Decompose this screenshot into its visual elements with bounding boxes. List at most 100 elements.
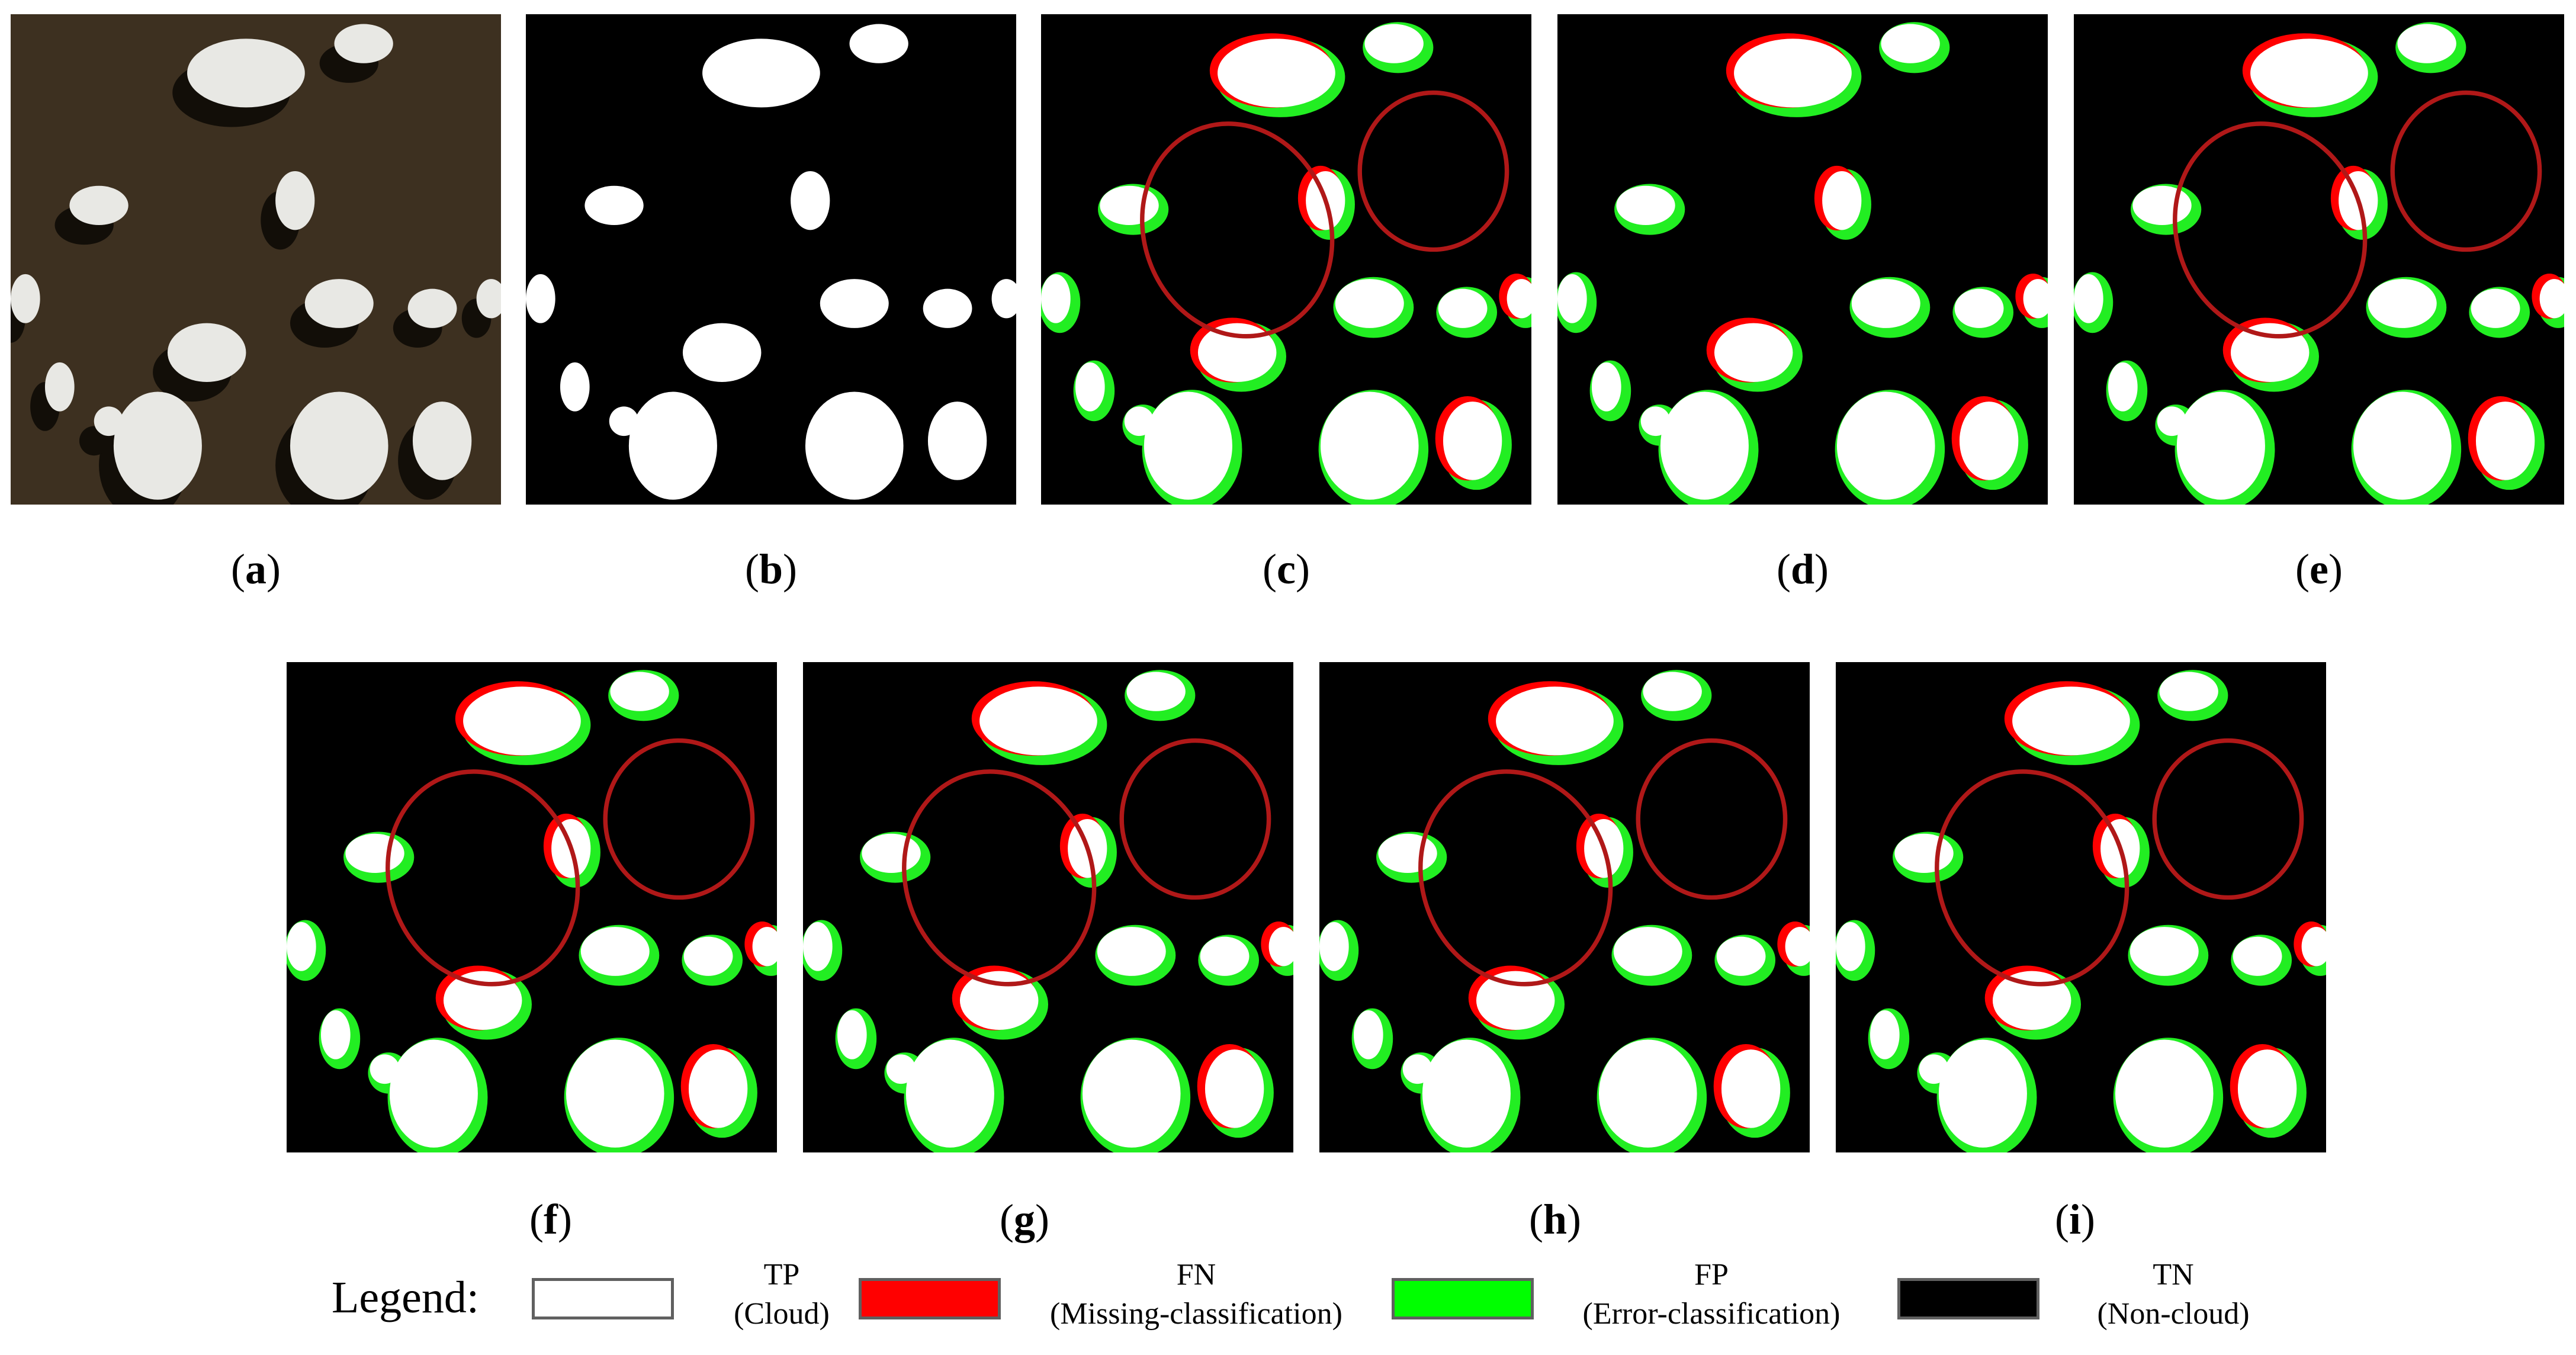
cloud [407,288,457,328]
tp-region [1716,936,1766,976]
cloud [290,391,388,500]
tp-region [2397,24,2456,63]
tp-region [886,1054,916,1084]
tp-region [1660,391,1749,500]
panel-c [1041,14,1531,505]
panel-e-image [2074,14,2564,505]
panel-h-image [1319,662,1810,1152]
tp-region [287,921,316,971]
tp-region [1822,171,1862,230]
legend-text-tp: TP (Cloud) [705,1256,859,1334]
tp-region [2301,927,2326,967]
cloud [11,274,40,323]
tp-region [1894,833,1954,874]
tp-region [320,1010,351,1059]
tp-region [1335,279,1404,328]
caption-d: (d) [1776,545,1829,593]
legend-swatch-fn [859,1278,1001,1319]
tp-region [1591,362,1621,412]
caption-h: (h) [1528,1196,1581,1243]
panel-b-image [526,14,1016,505]
tp-region [370,1054,400,1084]
tp-region [1992,971,2071,1030]
tp-region [791,171,830,230]
tp-region [1785,927,1810,967]
tp-region [389,1039,478,1148]
tp-region [609,406,639,436]
tp-region [1714,323,1793,382]
tp-region [2233,936,2282,976]
cloud [412,402,472,480]
panel-a-image [11,14,501,505]
tp-region [1402,1054,1432,1084]
legend-swatch-tp [532,1278,674,1319]
caption-a: (a) [231,545,281,593]
tp-region [1613,927,1682,976]
cloud [334,24,393,63]
tp-region [2353,391,2452,500]
tp-region [2176,391,2265,500]
panel-b [526,14,1016,505]
tp-region [2471,288,2520,328]
highlight-ellipse-left [1935,769,2129,987]
tp-region [2230,323,2310,382]
tp-region [560,362,590,412]
tp-region [1082,1039,1181,1148]
tp-region [443,971,522,1030]
cloud [167,323,246,382]
legend-title: Legend: [332,1273,480,1322]
tp-region [991,279,1016,319]
tp-region [688,1049,748,1128]
tp-region [682,323,762,382]
highlight-ellipse-left [386,769,580,987]
tp-region [2012,686,2130,756]
tp-region [1319,921,1349,971]
panel-h [1319,662,1810,1152]
cloud [94,406,124,436]
tp-region [1954,288,2004,328]
tp-region [1476,971,1555,1030]
legend-tp-line2: (Cloud) [734,1297,830,1331]
tp-region [1197,323,1277,382]
panel-f-image [287,662,777,1152]
tp-region [1870,1010,1900,1059]
tp-region [2132,185,2192,226]
caption-g: (g) [1000,1196,1049,1243]
caption-i: (i) [2055,1196,2095,1243]
tp-region [2074,274,2103,323]
tp-region [959,971,1039,1030]
cloud [476,279,501,319]
panel-c-image [1041,14,1531,505]
panel-g-image [803,662,1293,1152]
tp-region [1100,185,1159,226]
highlight-ellipse-left [902,769,1097,987]
legend-swatch-fp [1392,1278,1534,1319]
legend-text-fn: FN (Missing-classification) [1007,1256,1386,1334]
tp-region [610,672,669,711]
tp-region [1378,833,1437,874]
tp-region [1557,274,1587,323]
tp-region [2368,279,2437,328]
tp-region [1938,1039,2027,1148]
tp-region [1075,362,1105,412]
tp-region [1320,391,1419,500]
tp-region [628,391,717,500]
highlight-ellipse-right [1636,738,1788,900]
cloud [69,185,129,226]
tp-region [2475,402,2535,480]
legend-text-tn: TN (Non-cloud) [2061,1256,2286,1334]
tp-region [803,921,833,971]
tp-region [862,833,921,874]
tp-region [2129,927,2199,976]
tp-region [1851,279,1920,328]
panel-d-image [1557,14,2048,505]
tp-region [1422,1039,1511,1148]
tp-region [345,833,404,874]
tp-region [2237,1049,2297,1128]
tp-region [2108,362,2138,412]
tp-region [1097,927,1166,976]
tp-region [2250,38,2368,108]
panel-f [287,662,777,1152]
highlight-ellipse-right [1357,90,1509,252]
caption-b: (b) [744,545,797,593]
